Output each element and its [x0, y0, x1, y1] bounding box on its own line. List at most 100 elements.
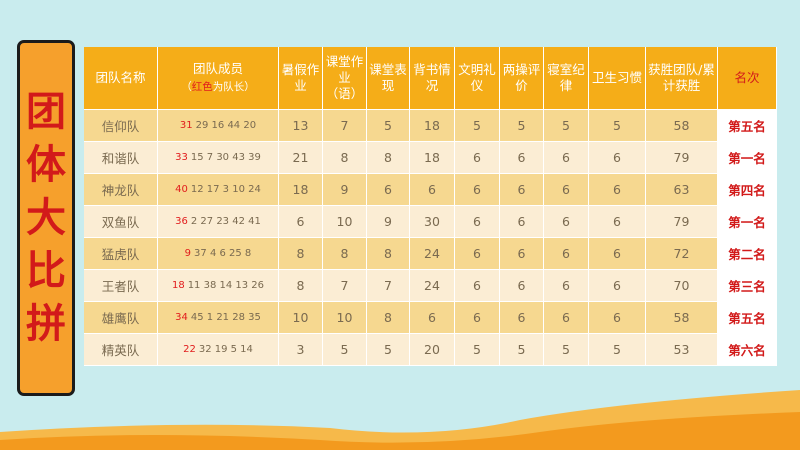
- cell-class-performance: 8: [367, 142, 410, 174]
- cell-class-homework: 7: [323, 270, 367, 302]
- cell-exercise: 6: [500, 238, 544, 270]
- cell-dorm: 5: [544, 110, 589, 142]
- side-title-banner: 团体大比拼: [17, 40, 75, 396]
- cell-rank: 第六名: [718, 334, 777, 366]
- cell-dorm: 6: [544, 206, 589, 238]
- table-row: 王者队 18 11 38 14 13 26 8 7 7 24 6 6 6 6 70 第三名: [84, 270, 777, 302]
- team-score-table: 团队名称 团队成员 （红色为队长） 暑假作业 课堂作业（语） 课堂表现 背书情况…: [84, 47, 777, 366]
- cell-team: 王者队: [84, 270, 158, 302]
- team-member-numbers: 11 38 14 13 26: [187, 280, 265, 291]
- team-member-numbers: 45 1 21 28 35: [190, 312, 261, 323]
- cell-members: 34 45 1 21 28 35: [158, 302, 279, 334]
- cell-rank: 第二名: [718, 238, 777, 270]
- cell-exercise: 6: [500, 302, 544, 334]
- cell-etiquette: 6: [455, 174, 500, 206]
- cell-team: 神龙队: [84, 174, 158, 206]
- cell-rank: 第五名: [718, 110, 777, 142]
- cell-recitation: 20: [410, 334, 455, 366]
- cell-etiquette: 6: [455, 142, 500, 174]
- cell-wins: 72: [646, 238, 718, 270]
- cell-wins: 58: [646, 302, 718, 334]
- table-row: 精英队 22 32 19 5 14 3 5 5 20 5 5 5 5 53 第六名: [84, 334, 777, 366]
- cell-class-performance: 6: [367, 174, 410, 206]
- team-leader-number: 9: [184, 248, 192, 259]
- header-members: 团队成员 （红色为队长）: [158, 47, 279, 110]
- cell-members: 36 2 27 23 42 41: [158, 206, 279, 238]
- cell-exercise: 6: [500, 270, 544, 302]
- cell-members: 31 29 16 44 20: [158, 110, 279, 142]
- cell-wins: 79: [646, 142, 718, 174]
- side-title-text: 团体大比拼: [26, 88, 66, 347]
- cell-hygiene: 6: [589, 238, 646, 270]
- header-members-label: 团队成员: [192, 61, 243, 76]
- team-member-numbers: 29 16 44 20: [195, 120, 257, 131]
- cell-class-homework: 9: [323, 174, 367, 206]
- cell-rank: 第一名: [718, 206, 777, 238]
- cell-wins: 79: [646, 206, 718, 238]
- cell-rank: 第四名: [718, 174, 777, 206]
- cell-recitation: 18: [410, 142, 455, 174]
- cell-etiquette: 5: [455, 334, 500, 366]
- cell-recitation: 6: [410, 174, 455, 206]
- header-class-performance: 课堂表现: [367, 47, 410, 110]
- cell-class-performance: 9: [367, 206, 410, 238]
- cell-class-homework: 8: [323, 238, 367, 270]
- cell-summer-homework: 10: [279, 302, 323, 334]
- team-member-numbers: 32 19 5 14: [198, 344, 253, 355]
- cell-members: 9 37 4 6 25 8: [158, 238, 279, 270]
- cell-team: 双鱼队: [84, 206, 158, 238]
- cell-members: 22 32 19 5 14: [158, 334, 279, 366]
- table-header-row: 团队名称 团队成员 （红色为队长） 暑假作业 课堂作业（语） 课堂表现 背书情况…: [84, 47, 777, 110]
- table-row: 猛虎队 9 37 4 6 25 8 8 8 8 24 6 6 6 6 72 第二名: [84, 238, 777, 270]
- cell-recitation: 24: [410, 270, 455, 302]
- cell-team: 精英队: [84, 334, 158, 366]
- cell-class-performance: 5: [367, 110, 410, 142]
- cell-exercise: 6: [500, 142, 544, 174]
- cell-summer-homework: 13: [279, 110, 323, 142]
- header-etiquette: 文明礼仪: [455, 47, 500, 110]
- cell-summer-homework: 3: [279, 334, 323, 366]
- table-row: 和谐队 33 15 7 30 43 39 21 8 8 18 6 6 6 6 79 第一名: [84, 142, 777, 174]
- cell-etiquette: 6: [455, 238, 500, 270]
- cell-summer-homework: 8: [279, 270, 323, 302]
- cell-class-performance: 7: [367, 270, 410, 302]
- table-row: 雄鹰队 34 45 1 21 28 35 10 10 8 6 6 6 6 6 58 第五名: [84, 302, 777, 334]
- cell-dorm: 6: [544, 174, 589, 206]
- cell-hygiene: 6: [589, 270, 646, 302]
- cell-class-homework: 10: [323, 206, 367, 238]
- cell-members: 33 15 7 30 43 39: [158, 142, 279, 174]
- cell-recitation: 30: [410, 206, 455, 238]
- cell-hygiene: 6: [589, 174, 646, 206]
- cell-class-homework: 7: [323, 110, 367, 142]
- header-members-note: （红色为队长）: [181, 81, 255, 93]
- cell-members: 40 12 17 3 10 24: [158, 174, 279, 206]
- cell-wins: 53: [646, 334, 718, 366]
- team-leader-number: 36: [175, 216, 188, 227]
- team-member-numbers: 12 17 3 10 24: [190, 184, 261, 195]
- cell-dorm: 6: [544, 238, 589, 270]
- table-row: 双鱼队 36 2 27 23 42 41 6 10 9 30 6 6 6 6 79 第一名: [84, 206, 777, 238]
- cell-exercise: 5: [500, 110, 544, 142]
- header-rank: 名次: [718, 47, 777, 110]
- header-hygiene: 卫生习惯: [589, 47, 646, 110]
- team-member-numbers: 15 7 30 43 39: [190, 152, 261, 163]
- team-member-numbers: 2 27 23 42 41: [190, 216, 261, 227]
- header-members-note-rest: 为队长: [212, 81, 245, 93]
- cell-hygiene: 5: [589, 334, 646, 366]
- cell-class-performance: 5: [367, 334, 410, 366]
- team-leader-number: 34: [175, 312, 188, 323]
- cell-dorm: 5: [544, 334, 589, 366]
- cell-recitation: 18: [410, 110, 455, 142]
- cell-class-homework: 5: [323, 334, 367, 366]
- cell-etiquette: 5: [455, 110, 500, 142]
- table-row: 神龙队 40 12 17 3 10 24 18 9 6 6 6 6 6 6 63 第四名: [84, 174, 777, 206]
- header-exercise: 两操评价: [500, 47, 544, 110]
- table-row: 信仰队 31 29 16 44 20 13 7 5 18 5 5 5 5 58 第五名: [84, 110, 777, 142]
- cell-wins: 63: [646, 174, 718, 206]
- cell-dorm: 6: [544, 142, 589, 174]
- cell-rank: 第三名: [718, 270, 777, 302]
- cell-etiquette: 6: [455, 206, 500, 238]
- header-wins: 获胜团队/累计获胜: [646, 47, 718, 110]
- cell-class-performance: 8: [367, 302, 410, 334]
- cell-wins: 58: [646, 110, 718, 142]
